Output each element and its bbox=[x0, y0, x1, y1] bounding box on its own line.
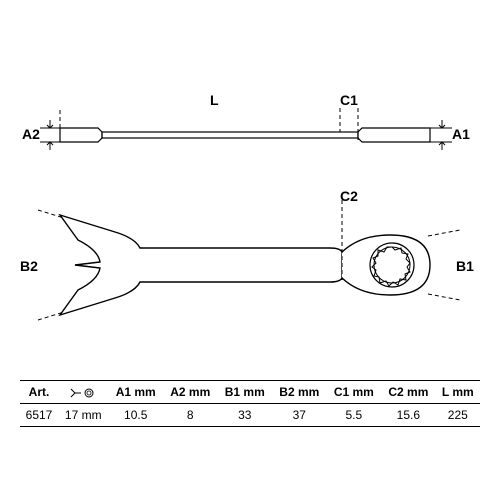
label-B2: B2 bbox=[20, 258, 38, 274]
spec-table: Art. A1 mm A2 mm B1 mm B2 mm C1 mm C2 mm… bbox=[20, 380, 480, 427]
cell-l: 225 bbox=[436, 404, 480, 427]
label-L: L bbox=[210, 92, 219, 108]
label-A1: A1 bbox=[452, 126, 470, 142]
col-c2: C2 mm bbox=[381, 381, 436, 404]
label-B1: B1 bbox=[456, 258, 474, 274]
label-A2: A2 bbox=[22, 126, 40, 142]
cell-a2: 8 bbox=[163, 404, 218, 427]
cell-b1: 33 bbox=[218, 404, 273, 427]
cell-a1: 10.5 bbox=[108, 404, 163, 427]
col-l: L mm bbox=[436, 381, 480, 404]
top-view bbox=[40, 108, 452, 150]
cell-size: 17 mm bbox=[58, 404, 108, 427]
col-a1: A1 mm bbox=[108, 381, 163, 404]
col-b2: B2 mm bbox=[272, 381, 327, 404]
table-header-row: Art. A1 mm A2 mm B1 mm B2 mm C1 mm C2 mm… bbox=[20, 381, 480, 404]
cell-art: 6517 bbox=[20, 404, 58, 427]
col-size-icon bbox=[58, 381, 108, 404]
col-art: Art. bbox=[20, 381, 58, 404]
label-C1: C1 bbox=[340, 92, 358, 108]
cell-c1: 5.5 bbox=[327, 404, 382, 427]
label-C2: C2 bbox=[340, 188, 358, 204]
col-b1: B1 mm bbox=[218, 381, 273, 404]
col-c1: C1 mm bbox=[327, 381, 382, 404]
side-view bbox=[38, 200, 460, 320]
table-row: 6517 17 mm 10.5 8 33 37 5.5 15.6 225 bbox=[20, 404, 480, 427]
technical-diagram: L C1 A2 A1 C2 B2 B1 bbox=[20, 80, 480, 360]
cell-b2: 37 bbox=[272, 404, 327, 427]
col-a2: A2 mm bbox=[163, 381, 218, 404]
cell-c2: 15.6 bbox=[381, 404, 436, 427]
